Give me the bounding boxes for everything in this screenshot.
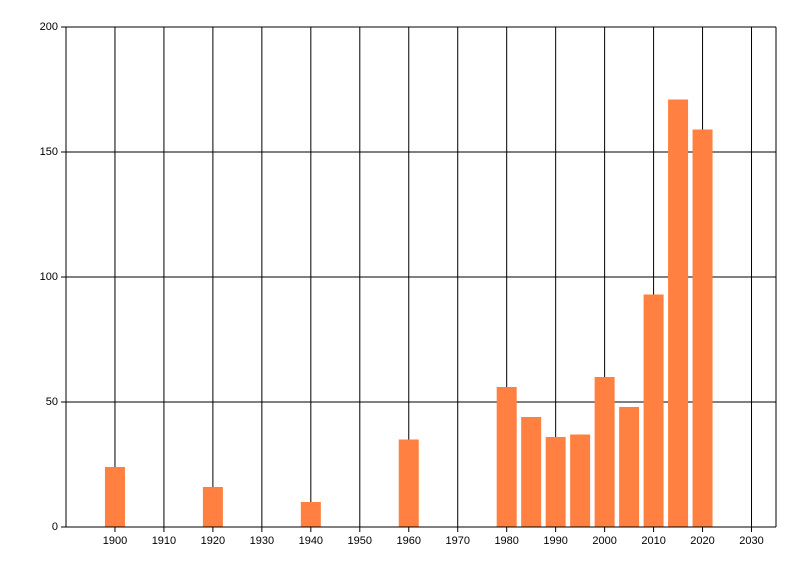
bar: [668, 99, 689, 527]
bar: [496, 387, 517, 527]
x-tick-label: 1960: [397, 535, 421, 547]
x-tick-label: 1950: [348, 535, 372, 547]
bar: [619, 407, 640, 527]
x-tick-label: 1940: [299, 535, 323, 547]
bar: [594, 377, 615, 527]
y-tick-label: 0: [52, 521, 58, 533]
x-tick-label: 2010: [641, 535, 665, 547]
bar: [300, 502, 321, 527]
y-tick-label: 150: [40, 146, 58, 158]
bar: [643, 294, 664, 527]
x-tick-label: 1980: [494, 535, 518, 547]
bar: [104, 467, 125, 527]
x-tick-label: 1970: [445, 535, 469, 547]
x-tick-label: 2020: [690, 535, 714, 547]
x-tick-label: 1920: [201, 535, 225, 547]
bar: [570, 434, 591, 527]
bar: [398, 439, 419, 527]
x-tick-label: 2000: [592, 535, 616, 547]
bar: [545, 437, 566, 527]
y-tick-label: 100: [40, 271, 58, 283]
x-tick-label: 1930: [250, 535, 274, 547]
bar: [202, 487, 223, 527]
bar: [521, 417, 542, 527]
bar: [692, 129, 713, 527]
x-tick-label: 1990: [543, 535, 567, 547]
y-tick-label: 50: [46, 396, 58, 408]
y-tick-label: 200: [40, 21, 58, 33]
x-tick-label: 1910: [152, 535, 176, 547]
x-tick-label: 2030: [739, 535, 763, 547]
x-tick-label: 1900: [103, 535, 127, 547]
